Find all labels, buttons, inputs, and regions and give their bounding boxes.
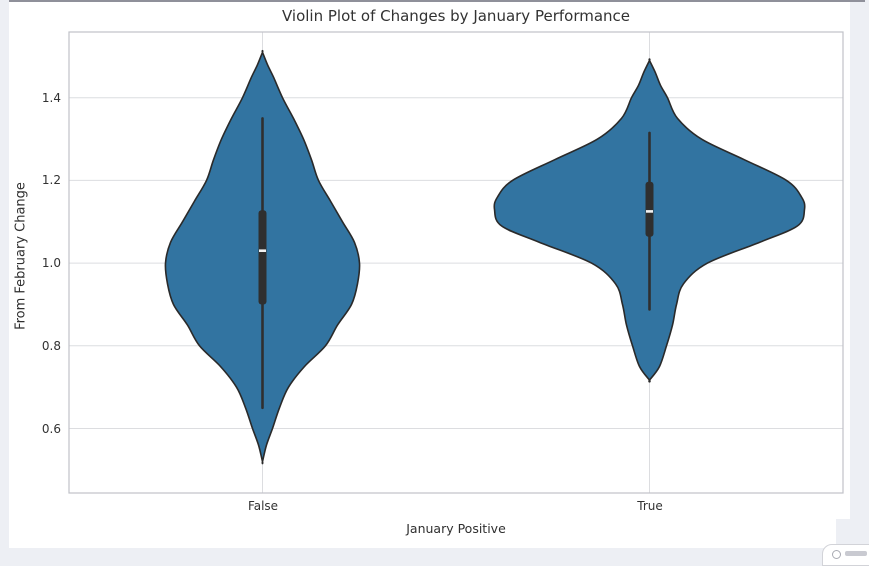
badge-notch (836, 519, 869, 548)
y-tick-label: 1.4 (41, 91, 61, 105)
badge-text-mark (845, 551, 867, 556)
median-mark-false (259, 249, 266, 252)
iqr-box-false (258, 210, 267, 305)
top-edge-divider (9, 0, 865, 2)
x-tick-label: False (247, 499, 279, 513)
y-tick-label: 0.6 (41, 422, 61, 436)
iqr-box-true (645, 181, 654, 237)
y-tick-label: 1.2 (41, 173, 61, 187)
y-axis-label: From February Change (13, 182, 29, 330)
created-with-badge[interactable] (822, 544, 869, 566)
plot-border (68, 31, 844, 494)
y-tick-label: 1.0 (41, 256, 61, 270)
x-axis-label: January Positive (406, 521, 506, 536)
median-mark-true (646, 210, 653, 213)
chart-title: Violin Plot of Changes by January Perfor… (281, 7, 631, 25)
x-tick-label: True (637, 499, 663, 513)
y-tick-label: 0.8 (41, 339, 61, 353)
figure-card (9, 0, 850, 548)
